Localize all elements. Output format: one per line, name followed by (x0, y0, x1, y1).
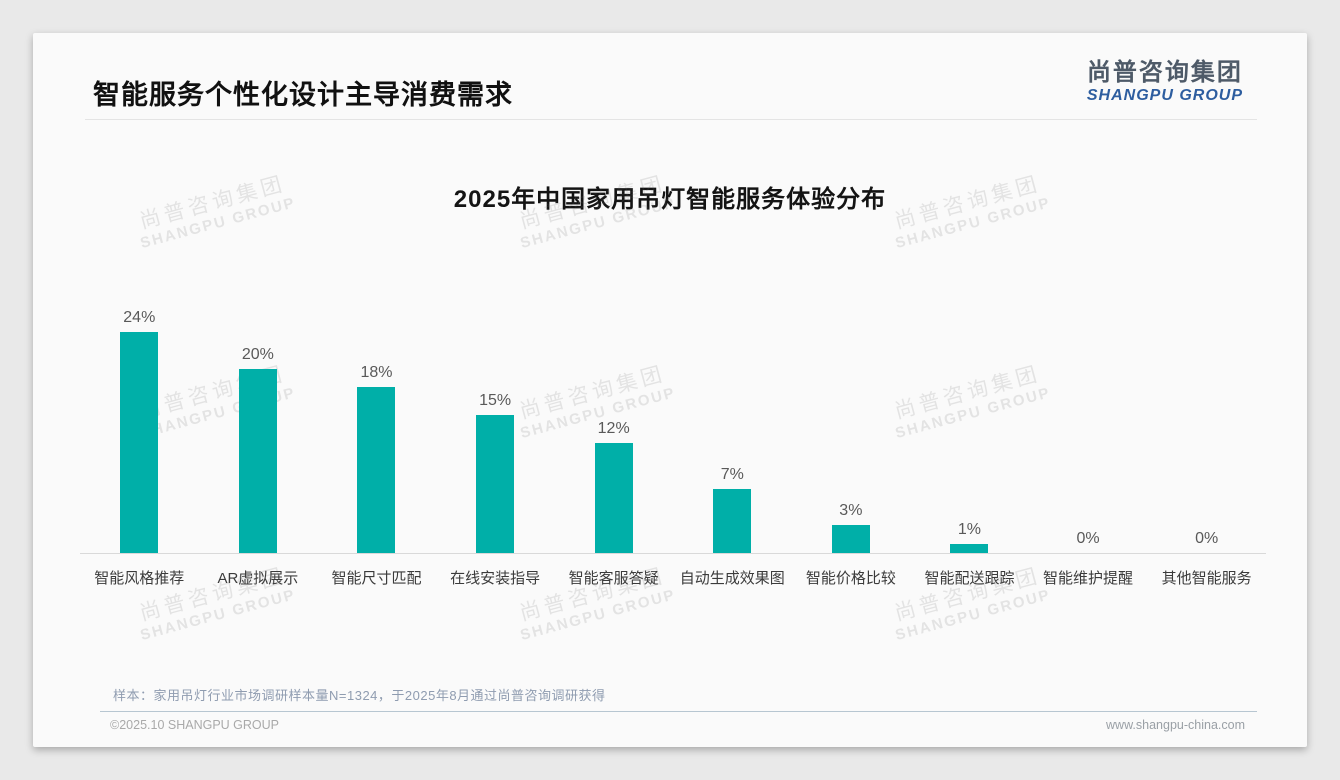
bar (476, 415, 515, 553)
category-axis: 智能风格推荐 AR虚拟展示 智能尺寸匹配 在线安装指导 智能客服答疑 自动生成效果图 智能价… (80, 554, 1266, 588)
bar (950, 543, 989, 553)
logo-english-text: SHANGPU GROUP (1086, 86, 1243, 104)
value-label: 12% (597, 419, 630, 437)
logo-chinese-text: 尚普咨询集团 (1086, 59, 1243, 86)
category-label: 智能尺寸匹配 (331, 570, 422, 587)
value-label: 1% (957, 520, 982, 538)
value-label: 20% (241, 346, 274, 363)
sample-note: 样本：家用吊灯行业市场调研样本量N=1324，于2025年8月通过尚普咨询调研获… (113, 688, 606, 703)
bar-column: 0% (1147, 530, 1266, 553)
bar-column: 1% (910, 521, 1029, 553)
category-label: 智能客服答疑 (568, 570, 659, 587)
bar-column: 24% (80, 309, 199, 553)
header-divider (85, 119, 1257, 120)
bar (357, 387, 396, 553)
category-label: 其他智能服务 (1161, 570, 1252, 587)
category-label: 智能价格比较 (805, 570, 896, 587)
slide: 智能服务个性化设计主导消费需求 尚普咨询集团 SHANGPU GROUP 202… (33, 33, 1307, 747)
category-label: 自动生成效果图 (679, 570, 785, 587)
bar (713, 488, 752, 553)
category-label: 智能风格推荐 (94, 570, 185, 587)
chart-title: 2025年中国家用吊灯智能服务体验分布 (453, 186, 887, 213)
bar-column: 3% (792, 502, 911, 553)
value-label: 3% (839, 502, 863, 520)
value-label: 7% (720, 465, 744, 483)
copyright-text: ©2025.10 SHANGPU GROUP (110, 718, 279, 732)
website-url: www.shangpu-china.com (1106, 718, 1245, 732)
value-label: 15% (479, 392, 512, 409)
bar (120, 332, 159, 553)
bar-column: 18% (317, 364, 436, 553)
page-title: 智能服务个性化设计主导消费需求 (93, 80, 513, 110)
bar-column: 15% (436, 392, 555, 553)
value-label: 24% (123, 309, 156, 327)
bar (594, 442, 633, 553)
bars-row: 24% 20% 18% 15% 12% 7% 3% 1% 0% 0% (80, 293, 1266, 554)
value-label: 0% (1195, 530, 1219, 547)
value-label: 18% (360, 364, 393, 382)
footer-divider (100, 711, 1257, 712)
bar (238, 369, 277, 553)
category-label: 智能配送跟踪 (924, 570, 1015, 587)
bar-chart: 24% 20% 18% 15% 12% 7% 3% 1% 0% 0% 智能风格推荐 AR虚拟展示 智能… (80, 293, 1266, 588)
category-label: 在线安装指导 (450, 570, 541, 587)
value-label: 0% (1076, 530, 1100, 547)
category-label: AR虚拟展示 (217, 570, 299, 587)
bar-column: 20% (199, 346, 318, 553)
category-label: 智能维护提醒 (1043, 570, 1134, 587)
company-logo: 尚普咨询集团 SHANGPU GROUP (1087, 59, 1243, 105)
bar-column: 12% (554, 420, 673, 553)
bar-column: 0% (1029, 530, 1148, 553)
bar (831, 525, 870, 553)
bar-column: 7% (673, 466, 792, 553)
